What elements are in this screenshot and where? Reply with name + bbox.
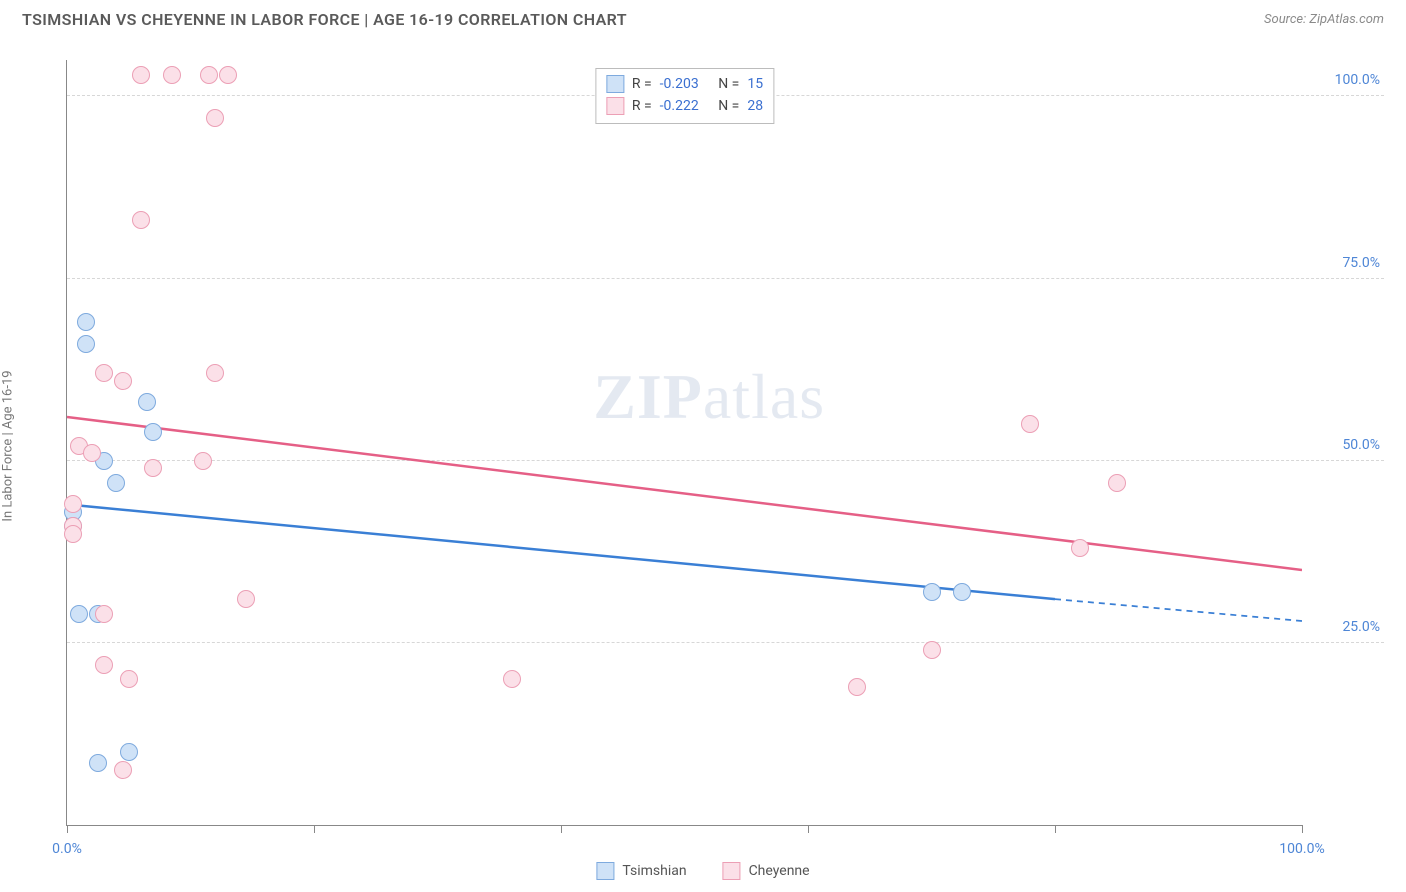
data-point	[64, 525, 82, 543]
x-tick	[1055, 825, 1056, 833]
data-point	[206, 109, 224, 127]
gridline	[67, 460, 1384, 461]
data-point	[237, 590, 255, 608]
data-point	[120, 743, 138, 761]
y-tick-label: 25.0%	[1310, 619, 1380, 635]
r-label: R =	[632, 73, 652, 95]
data-point	[77, 335, 95, 353]
watermark-bold: ZIP	[593, 361, 703, 432]
data-point	[95, 656, 113, 674]
data-point	[95, 364, 113, 382]
watermark-light: atlas	[703, 361, 825, 432]
x-tick	[1302, 825, 1303, 833]
data-point	[107, 474, 125, 492]
x-tick	[808, 825, 809, 833]
chart-title: TSIMSHIAN VS CHEYENNE IN LABOR FORCE | A…	[22, 10, 627, 29]
data-point	[89, 754, 107, 772]
cheyenne-swatch-icon	[723, 862, 741, 880]
n-label: N =	[718, 95, 739, 117]
data-point	[848, 678, 866, 696]
data-point	[120, 670, 138, 688]
data-point	[206, 364, 224, 382]
data-point	[77, 313, 95, 331]
cheyenne-swatch-icon	[606, 97, 624, 115]
r-label: R =	[632, 95, 652, 117]
data-point	[144, 459, 162, 477]
y-tick-label: 50.0%	[1310, 437, 1380, 453]
x-tick-label: 0.0%	[52, 841, 82, 857]
tsimshian-swatch-icon	[606, 75, 624, 93]
cheyenne-n-value: 28	[747, 95, 763, 117]
data-point	[138, 393, 156, 411]
y-tick-label: 75.0%	[1310, 255, 1380, 271]
data-point	[70, 605, 88, 623]
data-point	[923, 641, 941, 659]
cheyenne-r-value: -0.222	[660, 95, 699, 117]
gridline	[67, 278, 1384, 279]
data-point	[953, 583, 971, 601]
data-point	[64, 495, 82, 513]
tsimshian-swatch-icon	[596, 862, 614, 880]
legend-row-tsimshian: R = -0.203 N = 15	[606, 73, 763, 95]
correlation-legend: R = -0.203 N = 15 R = -0.222 N = 28	[595, 68, 774, 124]
data-point	[1021, 415, 1039, 433]
tsimshian-r-value: -0.203	[660, 73, 699, 95]
gridline	[67, 642, 1384, 643]
data-point	[503, 670, 521, 688]
data-point	[200, 66, 218, 84]
tsimshian-label: Tsimshian	[622, 863, 686, 879]
tsimshian-n-value: 15	[747, 73, 763, 95]
data-point	[923, 583, 941, 601]
data-point	[163, 66, 181, 84]
data-point	[95, 605, 113, 623]
trendlines-svg	[67, 60, 1302, 825]
x-tick-label: 100.0%	[1279, 841, 1324, 857]
y-tick-label: 100.0%	[1310, 72, 1380, 88]
y-axis-label: In Labor Force | Age 16-19	[1, 370, 16, 521]
data-point	[1108, 474, 1126, 492]
legend-item-cheyenne: Cheyenne	[723, 862, 810, 880]
x-tick	[314, 825, 315, 833]
legend-row-cheyenne: R = -0.222 N = 28	[606, 95, 763, 117]
x-tick	[561, 825, 562, 833]
plot-area: ZIPatlas R = -0.203 N = 15 R = -0.222 N …	[66, 60, 1302, 826]
data-point	[114, 761, 132, 779]
data-point	[132, 211, 150, 229]
data-point	[132, 66, 150, 84]
data-point	[1071, 539, 1089, 557]
series-legend: Tsimshian Cheyenne	[596, 862, 809, 880]
watermark: ZIPatlas	[593, 360, 825, 434]
data-point	[194, 452, 212, 470]
data-point	[144, 423, 162, 441]
data-point	[83, 444, 101, 462]
source-attribution: Source: ZipAtlas.com	[1264, 12, 1384, 27]
cheyenne-label: Cheyenne	[749, 863, 810, 879]
data-point	[219, 66, 237, 84]
legend-item-tsimshian: Tsimshian	[596, 862, 686, 880]
n-label: N =	[718, 73, 739, 95]
x-tick	[67, 825, 68, 833]
data-point	[114, 372, 132, 390]
chart-container: In Labor Force | Age 16-19 ZIPatlas R = …	[22, 48, 1384, 844]
